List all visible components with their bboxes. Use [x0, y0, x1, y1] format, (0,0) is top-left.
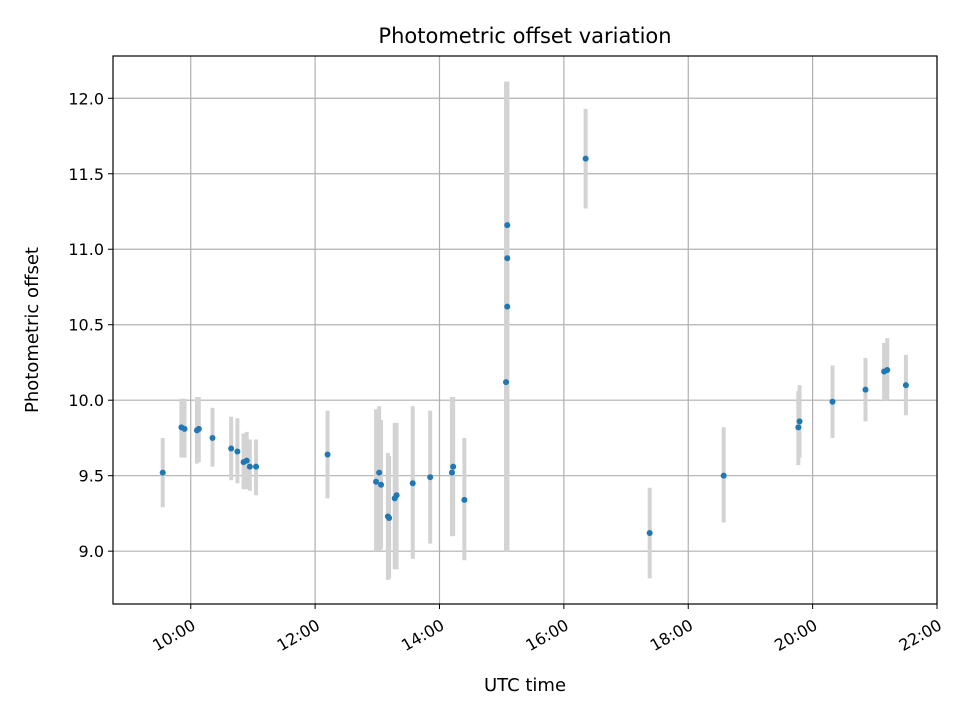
x-axis-title: UTC time [484, 675, 566, 696]
data-point [243, 457, 250, 464]
error-bars [160, 81, 908, 580]
data-point [378, 481, 385, 488]
data-point [376, 469, 383, 476]
data-point [582, 155, 589, 162]
y-tick-label: 10.0 [68, 391, 104, 410]
data-point [409, 480, 416, 487]
data-point [902, 382, 909, 389]
data-point [209, 434, 216, 441]
y-tick-label: 10.5 [68, 316, 104, 335]
data-point [195, 425, 202, 432]
plot-frame [112, 55, 938, 605]
y-tick-label: 11.5 [68, 165, 104, 184]
data-point [796, 418, 803, 425]
y-tick-label: 12.0 [68, 89, 104, 108]
data-point [324, 451, 331, 458]
data-point [373, 478, 380, 485]
x-tick-label: 14:00 [398, 615, 447, 655]
x-tick-label: 16:00 [522, 615, 571, 655]
x-tick-label: 22:00 [896, 615, 945, 655]
data-point [795, 424, 802, 431]
grid [113, 56, 938, 604]
data-point [253, 463, 260, 470]
data-point [862, 386, 869, 393]
y-axis-title: Photometric offset [22, 247, 43, 413]
data-point [504, 222, 511, 229]
y-axis-ticks: 9.0 9.5 10.0 10.5 11.0 11.5 12.0 [68, 89, 113, 561]
data-point [448, 469, 455, 476]
data-point [228, 445, 235, 452]
x-tick-label: 18:00 [647, 615, 696, 655]
data-point [503, 379, 510, 386]
data-point [646, 530, 653, 537]
y-tick-label: 9.5 [79, 467, 104, 486]
data-point [386, 514, 393, 521]
x-axis-ticks: 10:00 12:00 14:00 16:00 18:00 20:00 22:00 [149, 604, 945, 655]
data-point [234, 448, 241, 455]
data-point [884, 367, 891, 374]
y-tick-label: 9.0 [79, 542, 104, 561]
data-point [829, 398, 836, 405]
data-points [159, 155, 909, 537]
data-point [504, 255, 511, 262]
data-point [461, 496, 468, 503]
x-tick-label: 10:00 [149, 615, 198, 655]
data-point [181, 425, 188, 432]
data-point [504, 303, 511, 310]
y-tick-label: 11.0 [68, 240, 104, 259]
data-point [720, 472, 727, 479]
data-point [393, 492, 400, 499]
data-point [450, 463, 457, 470]
data-point [427, 474, 434, 481]
x-tick-label: 12:00 [274, 615, 323, 655]
data-point [246, 463, 253, 470]
data-point [159, 469, 166, 476]
chart-title: Photometric offset variation [378, 24, 671, 48]
x-tick-label: 20:00 [771, 615, 820, 655]
